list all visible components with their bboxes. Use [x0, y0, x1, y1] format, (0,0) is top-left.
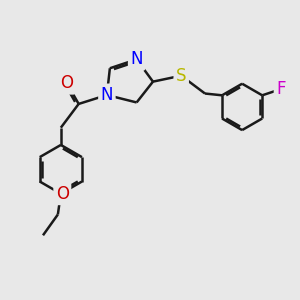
Text: O: O: [60, 74, 73, 92]
Text: N: N: [101, 86, 113, 104]
Text: F: F: [276, 80, 286, 98]
Text: N: N: [130, 50, 143, 68]
Text: S: S: [176, 67, 187, 85]
Text: O: O: [56, 185, 69, 203]
